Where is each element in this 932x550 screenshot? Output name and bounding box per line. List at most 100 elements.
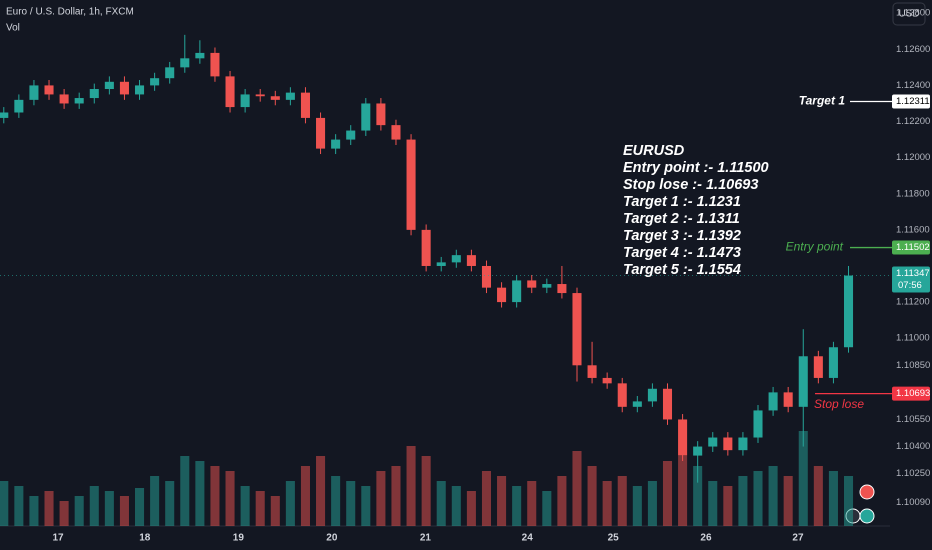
volume-bar: [135, 488, 145, 526]
volume-bar: [59, 501, 69, 526]
candle-body: [708, 437, 718, 447]
volume-bar: [587, 466, 597, 526]
candle-body: [647, 388, 657, 402]
volume-bar: [798, 431, 808, 526]
candle-body: [632, 401, 642, 407]
candle-body: [497, 287, 507, 303]
volume-bar: [14, 486, 24, 526]
candle-body: [738, 437, 748, 451]
x-tick-label: 26: [700, 533, 712, 544]
volume-bar: [738, 476, 748, 526]
volume-bar: [0, 481, 9, 526]
candle-body: [406, 139, 416, 230]
volume-bar: [270, 496, 280, 526]
volume-bar: [150, 476, 160, 526]
volume-bar: [632, 486, 642, 526]
level-label: Stop lose: [814, 397, 864, 411]
candle-body: [662, 388, 673, 420]
y-tick-label: 1.10400: [896, 441, 930, 452]
x-tick-label: 25: [608, 533, 620, 544]
y-tick-label: 1.12800: [896, 8, 930, 19]
candle-body: [436, 262, 446, 266]
volume-bar: [557, 476, 567, 526]
candle-body: [542, 284, 552, 288]
volume-bar: [255, 491, 265, 526]
volume-bar: [165, 481, 175, 526]
candle-body: [557, 284, 567, 294]
volume-bar: [542, 491, 552, 526]
volume-bar: [617, 476, 627, 526]
candle-body: [29, 85, 39, 100]
candle-body: [376, 103, 386, 126]
volume-bar: [693, 466, 703, 526]
x-tick-label: 24: [522, 533, 534, 544]
volume-bar: [361, 486, 371, 526]
volume-bar: [662, 461, 673, 526]
currency[interactable]: USD: [898, 9, 919, 20]
level-price: 1.10693: [896, 388, 930, 399]
volume-label: Vol: [6, 23, 20, 34]
annotation-line: EURUSD: [623, 143, 685, 159]
annotation-line: Target 1 :- 1.1231: [623, 194, 741, 210]
volume-bar: [512, 486, 522, 526]
y-tick-label: 1.11200: [896, 297, 930, 308]
volume-bar: [74, 496, 84, 526]
candle-body: [270, 96, 280, 100]
candle-body: [14, 99, 24, 113]
candle-body: [89, 89, 99, 99]
y-tick-label: 1.10550: [896, 414, 930, 425]
candle-body: [150, 78, 160, 86]
volume-bar: [497, 476, 507, 526]
countdown: 07:56: [898, 280, 922, 291]
candle-body: [693, 446, 703, 456]
volume-bar: [195, 461, 205, 526]
y-tick-label: 1.12000: [896, 152, 930, 163]
volume-bar: [421, 456, 431, 526]
x-tick-label: 21: [420, 533, 432, 544]
x-tick-label: 19: [233, 533, 245, 544]
candle-body: [135, 85, 145, 95]
volume-bar: [285, 481, 295, 526]
candle-body: [391, 125, 401, 140]
candle-body: [572, 293, 582, 366]
candle-body: [843, 275, 854, 348]
volume-bar: [572, 451, 582, 526]
candle-body: [255, 94, 265, 97]
candle-body: [828, 347, 838, 378]
volume-bar: [813, 466, 823, 526]
y-tick-label: 1.11800: [896, 188, 930, 199]
candle-body: [421, 229, 431, 266]
volume-bar: [104, 491, 114, 526]
event-icon[interactable]: [859, 508, 875, 524]
candle-body: [104, 81, 114, 90]
currency-button[interactable]: [892, 2, 926, 26]
level-tag: [892, 240, 930, 255]
y-tick-label: 1.10250: [896, 468, 930, 479]
candle-body: [723, 437, 733, 451]
candle-body: [466, 255, 476, 266]
volume-bar: [647, 481, 657, 526]
candle-body: [165, 67, 175, 79]
volume-bar: [436, 481, 446, 526]
candle-body: [59, 94, 69, 104]
candle-body: [346, 130, 356, 140]
candle-body: [44, 85, 54, 95]
x-tick-label: 18: [139, 533, 151, 544]
event-icon[interactable]: [859, 484, 875, 500]
candle-body: [316, 117, 326, 149]
annotation-line: Target 4 :- 1.1473: [623, 245, 741, 261]
candle-body: [180, 58, 190, 68]
volume-bar: [481, 471, 492, 526]
candle-body: [300, 92, 310, 118]
candle-body: [74, 98, 84, 104]
candle-body: [240, 94, 250, 108]
candle-body: [753, 410, 763, 438]
volume-bar: [240, 486, 250, 526]
candle-body: [602, 377, 612, 384]
volume-bar: [391, 466, 401, 526]
volume-bar: [225, 471, 235, 526]
volume-bar: [602, 481, 612, 526]
y-tick-label: 1.10850: [896, 360, 930, 371]
last-price-tag: [892, 266, 930, 293]
candle-body: [587, 365, 597, 378]
